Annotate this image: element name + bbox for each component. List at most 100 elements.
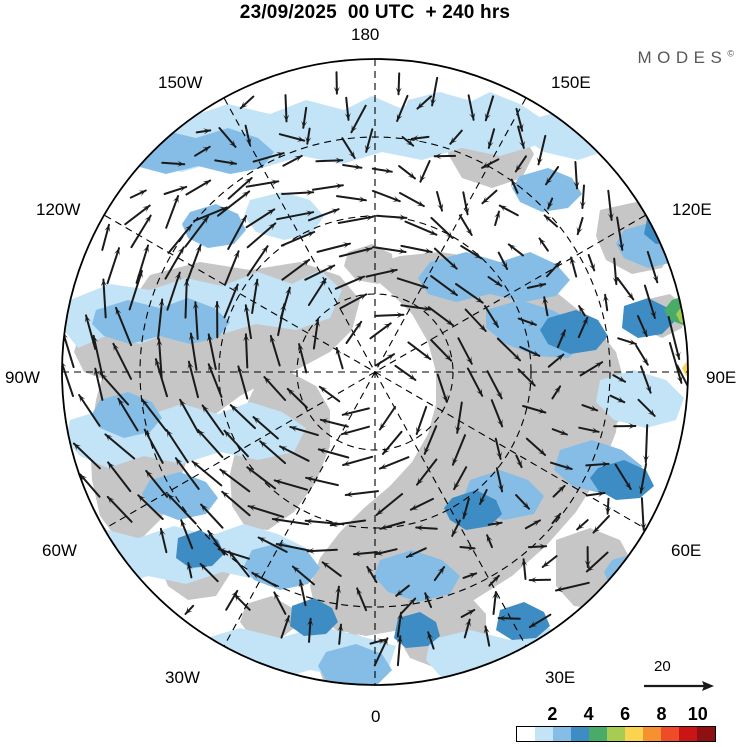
wind-vector <box>117 397 139 432</box>
wind-vector-head <box>319 386 328 394</box>
wind-vector-head <box>367 566 374 575</box>
wind-vector-head <box>553 386 561 394</box>
wind-vector <box>217 190 251 217</box>
colorbar-segment-5 <box>607 727 625 741</box>
wind-vector-head <box>605 506 612 514</box>
wind-vector-head <box>579 201 586 208</box>
wind-vector <box>163 185 188 195</box>
wind-vector <box>106 495 133 523</box>
wind-vector-head <box>496 418 503 427</box>
wind-vector <box>289 425 319 437</box>
wind-vector-head <box>434 153 442 160</box>
wind-vector <box>430 216 454 239</box>
wind-vector <box>251 572 278 588</box>
wind-vector-head <box>452 457 459 465</box>
wind-vector-head <box>335 348 342 356</box>
wind-vector-head <box>266 209 275 216</box>
wind-vector-head <box>290 425 298 432</box>
wind-vector <box>284 94 288 123</box>
colorbar-segment-9 <box>679 727 697 741</box>
wind-vector-head <box>494 211 501 220</box>
wind-vector-head <box>424 247 432 254</box>
wind-vector <box>345 96 350 121</box>
wind-vector-head <box>463 207 470 215</box>
wind-vector-head <box>579 306 586 314</box>
wind-vector-head <box>342 242 350 249</box>
wind-vector-head <box>376 508 384 515</box>
wind-vector-head <box>516 459 522 468</box>
wind-vector-head <box>185 606 193 614</box>
wind-vector <box>350 104 367 134</box>
wind-vector-head <box>93 368 100 376</box>
wind-vector-head <box>138 190 146 197</box>
wind-vector <box>112 342 132 380</box>
wind-vector <box>193 206 228 222</box>
wind-vector <box>676 364 688 403</box>
wind-vector-head <box>240 101 248 109</box>
wind-vector-head <box>345 491 353 498</box>
wind-vector-head <box>177 160 185 167</box>
wind-vector <box>244 333 249 369</box>
wind-vector <box>317 448 350 459</box>
wind-vector-head <box>482 196 490 204</box>
wind-vector <box>668 342 683 384</box>
wind-vector-head <box>333 86 340 94</box>
wind-vector-head <box>301 120 308 128</box>
wind-vector <box>415 526 438 530</box>
wind-vector <box>577 316 589 339</box>
colorbar-ticks: 2 4 6 8 10 <box>516 704 716 726</box>
wind-vector <box>259 440 287 465</box>
wind-vector-head <box>296 135 305 142</box>
wind-vector <box>257 536 288 553</box>
wind-vector <box>106 247 120 285</box>
wind-vector-head <box>201 216 209 224</box>
wind-vector <box>304 264 336 281</box>
wind-vector-head <box>351 124 358 133</box>
wind-vector <box>492 591 497 615</box>
wind-vector <box>282 154 303 167</box>
wind-vector <box>456 401 463 434</box>
wind-vector-head <box>389 268 397 275</box>
wind-vector <box>581 184 585 209</box>
wind-vector <box>515 107 524 132</box>
wind-vector <box>251 278 259 314</box>
wind-vector-head <box>198 430 205 438</box>
wind-vector-head <box>343 460 351 467</box>
wind-vector-head <box>674 351 681 359</box>
colorbar-segment-3 <box>571 727 589 741</box>
wind-vector-head <box>544 215 552 223</box>
wind-vector-head <box>220 469 228 477</box>
wind-vector-head <box>144 215 151 223</box>
wind-vector-head <box>482 161 490 168</box>
wind-vector-head <box>624 481 631 489</box>
wind-vector-head <box>253 417 261 424</box>
wind-vector-head <box>142 205 150 213</box>
wind-vector-head <box>428 229 437 235</box>
wind-vector-head <box>618 242 625 250</box>
wind-vector-head <box>511 179 518 188</box>
wind-vector-head <box>492 592 499 600</box>
wind-vector-head <box>639 485 645 493</box>
wind-vector-head <box>202 405 210 413</box>
wind-vector-head <box>283 616 290 624</box>
wind-vector-head <box>396 113 403 121</box>
wind-vector <box>342 455 374 466</box>
wind-vector <box>271 518 310 526</box>
wind-vector-head <box>570 257 576 265</box>
wind-vector-head <box>547 201 554 209</box>
wind-vector-head <box>79 395 86 403</box>
wind-vector <box>607 189 613 221</box>
wind-vector-head <box>354 321 362 330</box>
wind-vector <box>224 250 240 286</box>
wind-vector-head <box>365 144 371 152</box>
wind-vector <box>279 445 310 462</box>
lon-label-150e: 150E <box>551 73 591 92</box>
wind-vector <box>378 456 410 470</box>
wind-vector <box>275 543 313 552</box>
wind-vector <box>352 551 378 556</box>
wind-vector <box>365 128 374 153</box>
lon-label-180: 180 <box>351 25 380 44</box>
wind-vector <box>158 338 163 379</box>
